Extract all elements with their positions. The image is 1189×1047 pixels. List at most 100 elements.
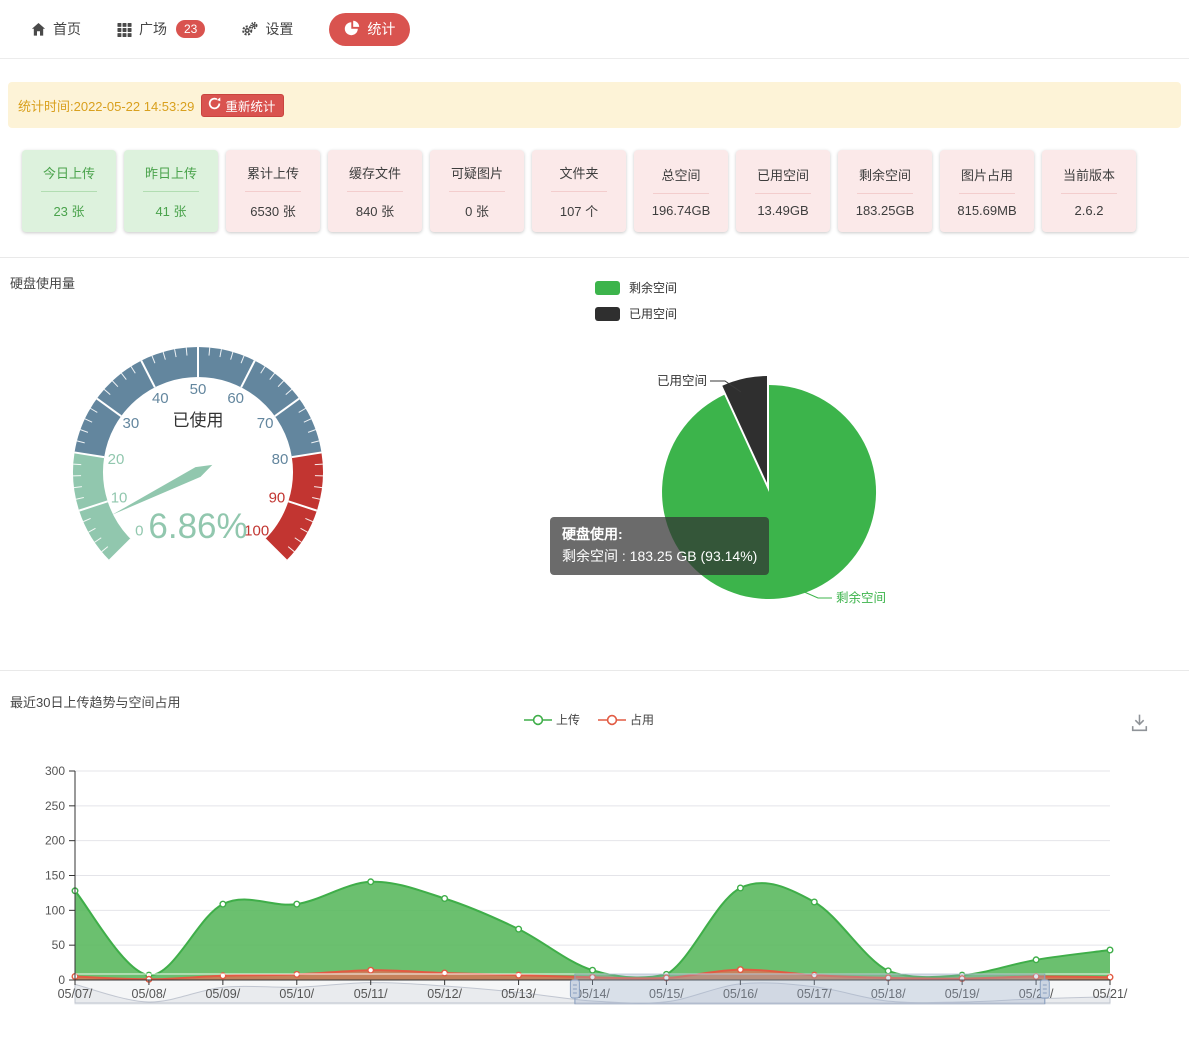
stat-card-divider — [755, 192, 811, 194]
trend-section-title: 最近30日上传趋势与空间占用 — [10, 695, 181, 710]
stat-card-value: 23 张 — [53, 203, 85, 219]
data-point[interactable] — [1106, 973, 1114, 981]
svg-text:05/14/: 05/14/ — [575, 987, 610, 1001]
stat-card-divider — [653, 192, 709, 194]
svg-text:05/10/: 05/10/ — [279, 987, 314, 1001]
legend-swatch — [595, 280, 620, 295]
legend-label: 已用空间 — [629, 307, 678, 321]
refresh-icon — [208, 97, 221, 113]
pie-slice-used[interactable] — [722, 376, 767, 483]
legend-item[interactable]: 剩余空间 — [595, 280, 677, 295]
data-point[interactable] — [810, 898, 818, 906]
disk-legend: 剩余空间 已用空间 — [595, 280, 677, 332]
svg-text:05/15/: 05/15/ — [649, 987, 684, 1001]
divider — [0, 257, 1189, 258]
home-icon — [31, 22, 46, 37]
svg-text:05/16/: 05/16/ — [723, 987, 758, 1001]
legend-label: 占用 — [630, 713, 655, 727]
data-point[interactable] — [736, 966, 744, 974]
stat-card-divider — [143, 190, 199, 192]
disk-section-title: 硬盘使用量 — [10, 276, 76, 291]
stat-card: 图片占用 815.69MB — [940, 150, 1034, 232]
data-point[interactable] — [293, 900, 301, 908]
svg-text:已使用: 已使用 — [173, 410, 224, 430]
upload-trend-chart[interactable]: 0 50 100 150 200 250 300 05/07/05/08/05/09/05/1… — [0, 750, 1189, 1040]
legend-label: 上传 — [556, 713, 581, 727]
nav-item-statistics-active[interactable]: 统计 — [329, 12, 411, 46]
nav-item-label: 设置 — [265, 21, 294, 37]
data-point[interactable] — [1032, 956, 1040, 964]
stat-card: 总空间 196.74GB — [634, 150, 728, 232]
stat-card: 昨日上传 41 张 — [124, 150, 218, 232]
data-point[interactable] — [441, 894, 449, 902]
trend-legend: 上传 占用 — [524, 711, 654, 728]
legend-item[interactable]: 占用 — [598, 711, 654, 728]
datazoom-selection[interactable] — [574, 973, 1046, 1005]
recount-button[interactable]: 重新统计 — [201, 93, 285, 117]
save-image-button[interactable] — [1126, 712, 1152, 738]
data-point[interactable] — [219, 900, 227, 908]
stat-card-title: 文件夹 — [559, 165, 599, 181]
data-point[interactable] — [367, 966, 375, 974]
nav-item-plaza[interactable]: 广场 23 — [117, 19, 206, 39]
nav-item-home[interactable]: 首页 — [31, 19, 81, 39]
nav-item-label: 首页 — [53, 21, 81, 37]
svg-text:05/19/: 05/19/ — [945, 987, 980, 1001]
legend-item[interactable]: 已用空间 — [595, 306, 677, 321]
grid-icon — [117, 22, 132, 37]
data-point[interactable] — [367, 878, 375, 886]
stat-card: 缓存文件 840 张 — [328, 150, 422, 232]
stat-card-value: 6530 张 — [250, 203, 296, 219]
divider — [0, 670, 1189, 671]
svg-text:150: 150 — [45, 869, 65, 883]
stat-card-title: 已用空间 — [756, 167, 809, 183]
data-point[interactable] — [515, 971, 523, 979]
stat-card-value: 13.49GB — [757, 202, 809, 218]
svg-text:300: 300 — [45, 764, 65, 778]
legend-swatch — [595, 306, 620, 321]
data-point[interactable] — [884, 967, 892, 975]
svg-text:6.86%: 6.86% — [148, 507, 247, 546]
data-point[interactable] — [589, 966, 597, 974]
data-point[interactable] — [441, 969, 449, 977]
data-point[interactable] — [1106, 946, 1114, 954]
svg-text:60: 60 — [227, 390, 244, 407]
download-icon — [1128, 711, 1151, 739]
stat-time-text: 统计时间:2022-05-22 14:53:29 — [18, 98, 195, 114]
svg-text:05/07/: 05/07/ — [58, 987, 93, 1001]
stat-card: 已用空间 13.49GB — [736, 150, 830, 232]
svg-text:05/21/: 05/21/ — [1093, 987, 1128, 1001]
plaza-count-badge: 23 — [176, 20, 206, 38]
pie-icon — [344, 20, 360, 39]
stat-card-title: 当前版本 — [1062, 167, 1115, 183]
svg-text:30: 30 — [123, 415, 140, 432]
stat-card-divider — [449, 190, 505, 192]
legend-label: 剩余空间 — [629, 281, 678, 295]
stat-card-divider — [1061, 192, 1117, 194]
svg-text:20: 20 — [108, 451, 125, 468]
stat-card: 文件夹 107 个 — [532, 150, 626, 232]
stat-card: 可疑图片 0 张 — [430, 150, 524, 232]
nav-item-settings[interactable]: 设置 — [241, 19, 293, 39]
stat-card-divider — [245, 190, 301, 192]
legend-item[interactable]: 上传 — [524, 711, 580, 728]
recount-label: 重新统计 — [225, 99, 276, 114]
stat-card-title: 昨日上传 — [144, 165, 197, 181]
stat-card-title: 可疑图片 — [450, 165, 503, 181]
stat-card-divider — [959, 192, 1015, 194]
svg-text:50: 50 — [52, 938, 66, 952]
pie-tooltip-body: 剩余空间 : 183.25 GB (93.14%) — [562, 547, 758, 564]
svg-text:05/17/: 05/17/ — [797, 987, 832, 1001]
svg-text:10: 10 — [111, 490, 128, 507]
svg-text:05/18/: 05/18/ — [871, 987, 906, 1001]
svg-text:05/13/: 05/13/ — [501, 987, 536, 1001]
svg-text:05/12/: 05/12/ — [427, 987, 462, 1001]
stat-card: 累计上传 6530 张 — [226, 150, 320, 232]
data-point[interactable] — [515, 925, 523, 933]
stat-card-title: 图片占用 — [960, 167, 1013, 183]
data-point[interactable] — [736, 884, 744, 892]
line-circle-marker — [524, 714, 552, 725]
stat-card: 剩余空间 183.25GB — [838, 150, 932, 232]
stat-card-divider — [347, 190, 403, 192]
